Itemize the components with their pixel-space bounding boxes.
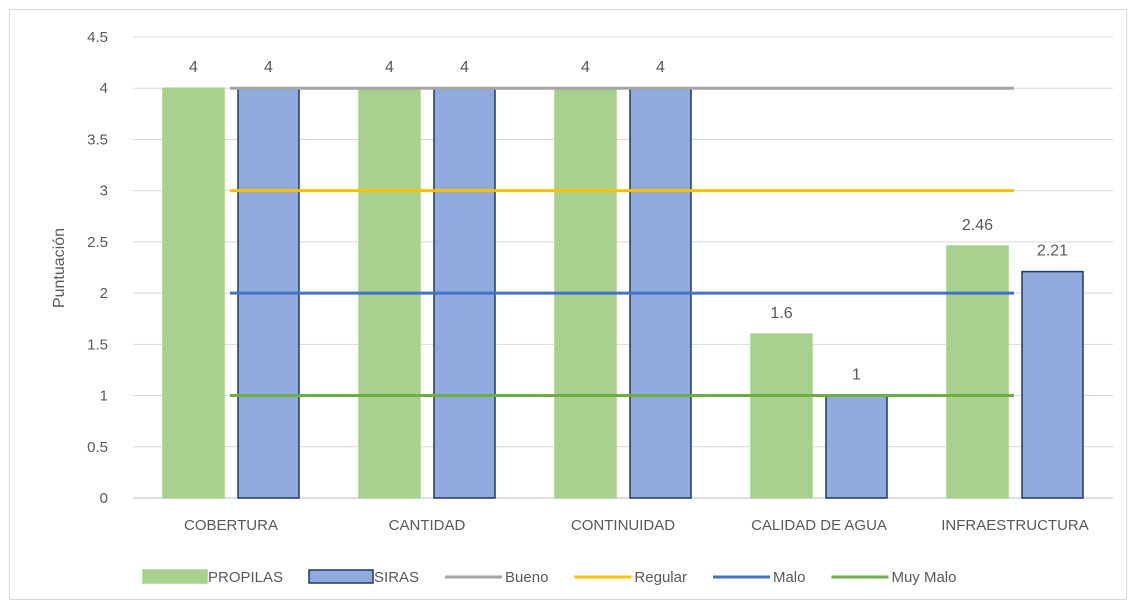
legend-label: PROPILAS xyxy=(208,569,283,586)
bar-propilas-3 xyxy=(750,333,813,499)
data-labels: 4 4 4 4 4 4 1.6 1 2.46 2.21 xyxy=(189,59,1068,383)
reference-lines xyxy=(230,86,1014,398)
data-label: 4 xyxy=(460,59,469,76)
data-label: 1.6 xyxy=(770,305,792,322)
legend-label: Regular xyxy=(634,569,687,586)
legend-label: Malo xyxy=(773,569,806,586)
y-tick-label: 3.5 xyxy=(87,131,108,148)
y-axis-title: Puntuación xyxy=(51,228,68,308)
legend: PROPILAS SIRAS Bueno Regular Malo Muy Malo xyxy=(142,569,957,586)
data-label: 2.21 xyxy=(1037,243,1068,260)
x-tick-label: CALIDAD DE AGUA xyxy=(751,517,887,534)
y-tick-label: 2 xyxy=(100,285,108,302)
data-label: 4 xyxy=(189,59,198,76)
data-label: 4 xyxy=(581,59,590,76)
y-tick-label: 1.5 xyxy=(87,336,108,353)
x-tick-label: INFRAESTRUCTURA xyxy=(941,517,1089,534)
data-label: 2.46 xyxy=(962,217,993,234)
data-label: 4 xyxy=(385,59,394,76)
y-tick-label: 0 xyxy=(100,490,108,507)
data-label: 4 xyxy=(656,59,665,76)
legend-swatch-siras xyxy=(308,569,374,584)
bar-propilas-4 xyxy=(946,245,1009,499)
x-axis: COBERTURA CANTIDAD CONTINUIDAD CALIDAD DE A… xyxy=(184,517,1089,534)
x-tick-label: CANTIDAD xyxy=(389,517,466,534)
x-tick-label: COBERTURA xyxy=(184,517,278,534)
x-tick-label: CONTINUIDAD xyxy=(571,517,675,534)
y-tick-label: 3 xyxy=(100,183,108,200)
legend-swatch-propilas xyxy=(142,569,208,584)
y-tick-label: 4.5 xyxy=(87,29,108,46)
y-tick-label: 4 xyxy=(100,80,108,97)
y-axis-ticks: 0 0.5 1 1.5 2 2.5 3 3.5 4 4.5 xyxy=(87,29,108,507)
y-tick-label: 2.5 xyxy=(87,234,108,251)
y-tick-label: 0.5 xyxy=(87,439,108,456)
legend-label: SIRAS xyxy=(374,569,419,586)
data-label: 1 xyxy=(852,367,861,384)
data-label: 4 xyxy=(264,59,273,76)
y-tick-label: 1 xyxy=(100,388,108,405)
legend-label: Muy Malo xyxy=(891,569,956,586)
bar-siras-4 xyxy=(1021,270,1084,499)
legend-label: Bueno xyxy=(505,569,548,586)
bar-propilas-0 xyxy=(162,87,225,499)
bar-siras-3 xyxy=(825,394,888,499)
